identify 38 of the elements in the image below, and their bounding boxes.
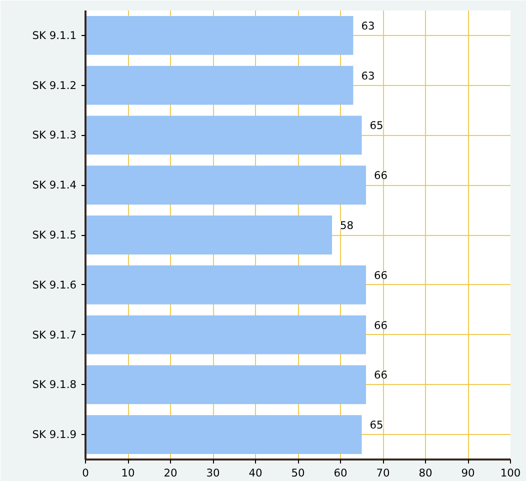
bar — [86, 365, 366, 404]
x-tick-label: 30 — [206, 466, 220, 480]
data-label: 66 — [374, 318, 388, 332]
x-tick-label: 10 — [121, 466, 135, 480]
data-label: 66 — [374, 169, 388, 182]
data-label: 66 — [374, 368, 388, 382]
x-tick-label: 50 — [291, 466, 305, 480]
y-tick-label: SK 9.1.1 — [32, 28, 77, 42]
x-tick-label: 40 — [248, 466, 262, 480]
bar — [86, 116, 362, 155]
y-tick-label: SK 9.1.5 — [32, 228, 77, 242]
y-tick-label: SK 9.1.9 — [32, 428, 77, 442]
y-tick-label: SK 9.1.2 — [32, 78, 77, 92]
y-tick-label: SK 9.1.6 — [32, 278, 77, 292]
y-tick-label: SK 9.1.3 — [32, 128, 77, 142]
bar — [86, 265, 366, 304]
x-tick-label: 80 — [418, 466, 432, 480]
bar — [86, 216, 332, 254]
x-tick-label: 70 — [376, 466, 390, 480]
y-tick-label: SK 9.1.8 — [32, 378, 77, 392]
data-label: 58 — [340, 219, 354, 232]
data-label: 65 — [370, 418, 384, 432]
bar — [86, 315, 366, 354]
data-label: 65 — [370, 119, 384, 132]
bar — [86, 415, 362, 454]
bar — [86, 16, 354, 55]
bar — [86, 66, 354, 105]
data-label: 63 — [361, 19, 375, 32]
y-tick-label: SK 9.1.7 — [32, 328, 77, 342]
x-tick-label: 20 — [164, 466, 178, 480]
x-tick-label: 60 — [334, 466, 348, 480]
bar — [86, 166, 366, 205]
data-label: 63 — [361, 69, 375, 82]
x-tick-label: 100 — [500, 466, 521, 480]
data-label: 66 — [374, 268, 388, 282]
x-tick-label: 90 — [461, 466, 475, 480]
x-tick-label: 0 — [82, 466, 90, 480]
y-tick-label: SK 9.1.4 — [32, 178, 77, 192]
